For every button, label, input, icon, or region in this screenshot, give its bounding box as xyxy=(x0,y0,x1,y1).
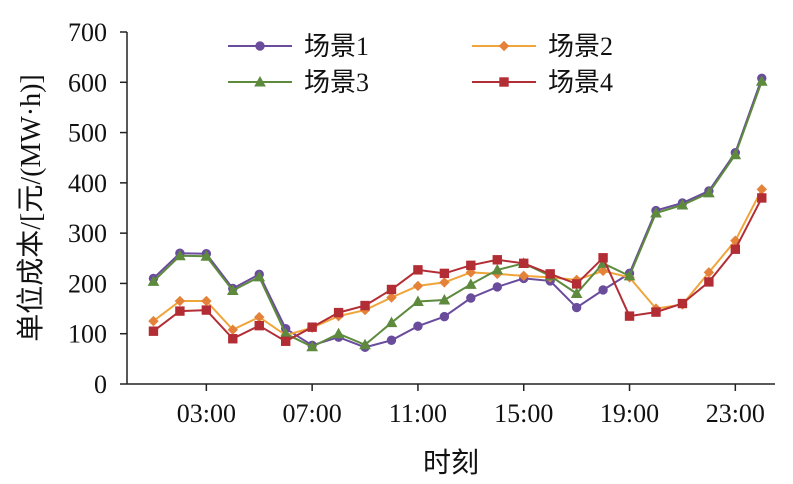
legend-item: 场景4 xyxy=(472,68,613,97)
data-point xyxy=(624,311,635,321)
data-point xyxy=(676,198,689,210)
data-point xyxy=(412,280,424,292)
x-tick-label: 15:00 xyxy=(494,399,553,428)
data-point xyxy=(332,327,345,339)
data-point xyxy=(571,279,582,289)
data-point xyxy=(492,255,502,265)
legend-item: 场景1 xyxy=(228,32,369,61)
legend-label: 场景1 xyxy=(304,32,369,61)
data-point xyxy=(307,322,317,332)
series-layer xyxy=(147,73,768,352)
data-point xyxy=(174,249,186,261)
data-point xyxy=(253,270,266,282)
legend-marker xyxy=(255,41,265,51)
data-point xyxy=(519,258,529,269)
axes: 0 100 200 300 400 500 600 700 03:00 07:00 11:00 15:… xyxy=(68,18,775,428)
data-point xyxy=(359,338,371,350)
legend-marker xyxy=(498,40,510,52)
x-tick-label: 07:00 xyxy=(283,399,342,428)
legend-label: 场景4 xyxy=(548,68,613,97)
data-point xyxy=(226,284,239,295)
series-4 xyxy=(148,193,767,346)
data-point xyxy=(438,293,451,305)
data-point xyxy=(704,277,714,287)
y-tick-label: 200 xyxy=(68,269,107,298)
data-point xyxy=(439,311,450,322)
data-point xyxy=(200,250,213,261)
series-3 xyxy=(147,75,768,352)
data-point xyxy=(228,334,238,344)
y-tick-label: 700 xyxy=(68,18,107,47)
data-point xyxy=(730,244,741,254)
data-point xyxy=(597,265,609,277)
y-tick-label: 300 xyxy=(68,219,107,248)
data-point xyxy=(492,282,502,292)
data-point xyxy=(148,326,159,336)
series-line xyxy=(152,188,763,337)
data-point xyxy=(650,206,662,218)
legend-label: 场景2 xyxy=(548,32,613,61)
y-tick-label: 400 xyxy=(68,169,107,198)
data-point xyxy=(333,307,344,318)
data-point xyxy=(729,148,742,160)
y-tick-label: 500 xyxy=(68,119,107,148)
data-point xyxy=(386,335,397,345)
legend-label: 场景3 xyxy=(304,68,369,97)
data-point xyxy=(147,275,160,286)
data-point xyxy=(201,305,212,315)
data-point xyxy=(280,336,291,346)
series-1 xyxy=(148,73,767,352)
data-point xyxy=(703,267,715,278)
data-point xyxy=(757,193,767,203)
data-point xyxy=(439,277,450,288)
data-point xyxy=(491,263,504,275)
data-point xyxy=(466,293,476,303)
series-line xyxy=(152,197,763,343)
x-tick-label: 11:00 xyxy=(389,399,447,428)
legend: 场景1 场景2 场景3 场景4 xyxy=(228,32,613,97)
legend-item: 场景3 xyxy=(228,68,369,97)
data-point xyxy=(677,298,688,309)
legend-marker xyxy=(499,77,509,87)
data-point xyxy=(385,316,398,328)
data-point xyxy=(465,267,477,278)
data-point xyxy=(623,269,636,281)
data-point xyxy=(571,302,582,313)
y-tick-label: 0 xyxy=(94,370,107,399)
data-point xyxy=(466,260,476,271)
data-point xyxy=(651,307,661,317)
x-axis-title: 时刻 xyxy=(423,447,479,479)
data-point xyxy=(413,265,423,275)
data-point xyxy=(412,295,424,307)
y-axis-title: 单位成本/[元/(MW·h)] xyxy=(15,74,47,342)
y-tick-label: 600 xyxy=(68,68,107,97)
data-point xyxy=(518,270,529,282)
y-tick-label: 100 xyxy=(68,320,107,349)
data-point xyxy=(755,75,768,86)
data-point xyxy=(174,295,186,307)
legend-item: 场景2 xyxy=(472,32,613,61)
data-point xyxy=(598,285,608,295)
x-tick-label: 19:00 xyxy=(600,399,659,428)
data-point xyxy=(570,287,583,298)
data-point xyxy=(703,186,715,198)
data-point xyxy=(545,269,555,279)
data-point xyxy=(756,184,767,195)
data-point xyxy=(413,321,423,331)
data-point xyxy=(386,292,397,303)
x-tick-label: 23:00 xyxy=(706,399,765,428)
data-point xyxy=(306,340,318,352)
data-point xyxy=(360,300,370,311)
data-point xyxy=(254,320,264,331)
data-point xyxy=(148,315,159,327)
data-point xyxy=(175,306,185,316)
data-point xyxy=(439,268,450,279)
x-tick-label: 03:00 xyxy=(177,399,236,428)
data-point xyxy=(598,253,608,263)
legend-marker xyxy=(254,75,266,87)
data-point xyxy=(464,278,477,289)
data-point xyxy=(386,284,397,295)
